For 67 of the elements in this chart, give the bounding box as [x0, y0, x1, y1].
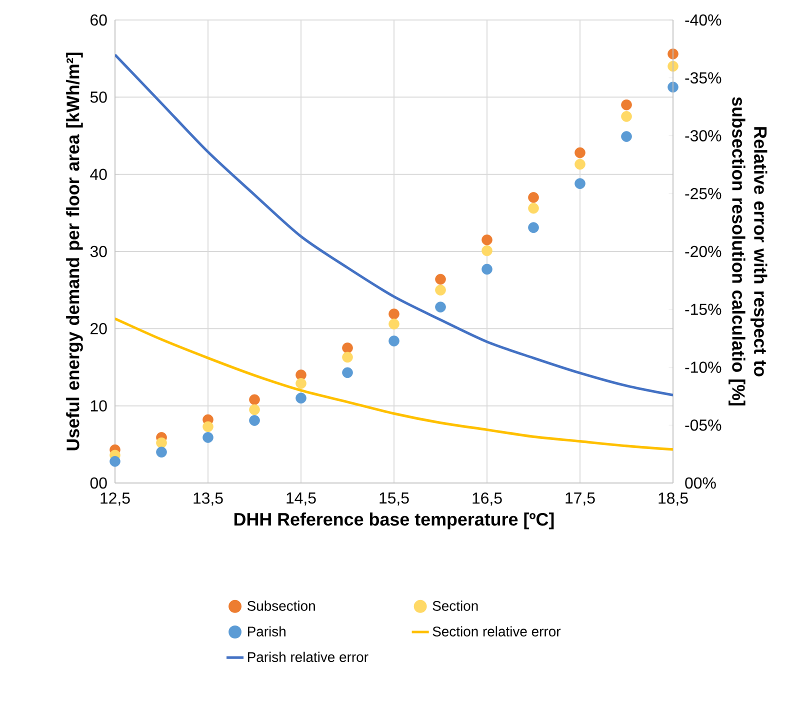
legend-label: Parish relative error	[248, 652, 368, 662]
point	[202, 421, 214, 432]
x-tick-label: 18,5	[658, 492, 688, 506]
y2-tick-label: 00%	[685, 477, 716, 489]
y2-tick-label: -10%	[685, 362, 722, 373]
point	[296, 378, 306, 389]
legend-label: Section	[432, 600, 478, 611]
x-tick-label: 16,5	[472, 492, 502, 506]
legend-label: Section relative error	[432, 626, 561, 636]
point	[249, 415, 260, 426]
y2-tick-label: -05%	[685, 419, 722, 431]
point	[435, 274, 446, 285]
point	[668, 82, 678, 93]
x-tick-label: 14,5	[286, 492, 316, 506]
point	[528, 192, 539, 203]
line-series	[115, 317, 674, 451]
y2-tick-label: -30%	[685, 130, 722, 142]
point	[482, 264, 492, 275]
point	[668, 60, 678, 72]
point	[574, 158, 586, 170]
point	[342, 367, 353, 378]
point	[342, 352, 353, 363]
point	[342, 342, 353, 354]
point	[249, 394, 260, 406]
y-axis-title: Useful energy demand per floor area [kWh/m²]	[66, 52, 83, 450]
point	[388, 336, 400, 346]
y-tick-label: 30	[90, 246, 107, 258]
point	[388, 308, 400, 320]
point	[388, 318, 400, 330]
point	[156, 446, 167, 458]
y2-tick-label: -40%	[685, 14, 722, 26]
y2-tick-label: -25%	[685, 188, 722, 200]
point	[528, 222, 539, 233]
x-tick-label: 17,5	[566, 492, 595, 506]
y-tick-label: 60	[90, 14, 107, 26]
point	[574, 147, 586, 158]
point	[435, 284, 446, 296]
point	[574, 178, 586, 189]
y2-axis-title: Relative error with respect to subsection resolution calculatio [%]	[728, 97, 768, 406]
point	[482, 245, 492, 256]
point	[202, 432, 214, 443]
legend-label: Subsection	[247, 600, 315, 611]
point	[435, 302, 446, 312]
y2-tick-label: -15%	[685, 304, 722, 315]
y-tick-label: 10	[90, 400, 107, 412]
y2-tick-label: -35%	[685, 72, 722, 84]
point	[528, 202, 539, 214]
point	[296, 392, 306, 404]
point	[482, 234, 492, 246]
point	[621, 131, 632, 142]
x-axis-title: DHH Reference base temperature [ºC]	[234, 512, 554, 530]
x-tick-label: 13,5	[194, 492, 223, 506]
point	[110, 456, 120, 467]
y-tick-label: 00	[90, 477, 107, 489]
x-tick-label: 12,5	[100, 492, 130, 506]
legend-label: Parish	[248, 626, 286, 636]
point	[249, 404, 260, 416]
line-series	[115, 53, 674, 396]
y-tick-label: 20	[90, 323, 107, 334]
y-tick-label: 40	[90, 168, 107, 180]
point	[621, 111, 632, 122]
y2-tick-label: -20%	[685, 246, 722, 258]
point	[621, 99, 632, 110]
x-tick-label: 15,5	[380, 492, 409, 506]
point	[668, 48, 678, 60]
y-tick-label: 50	[90, 92, 107, 103]
point	[156, 437, 167, 448]
